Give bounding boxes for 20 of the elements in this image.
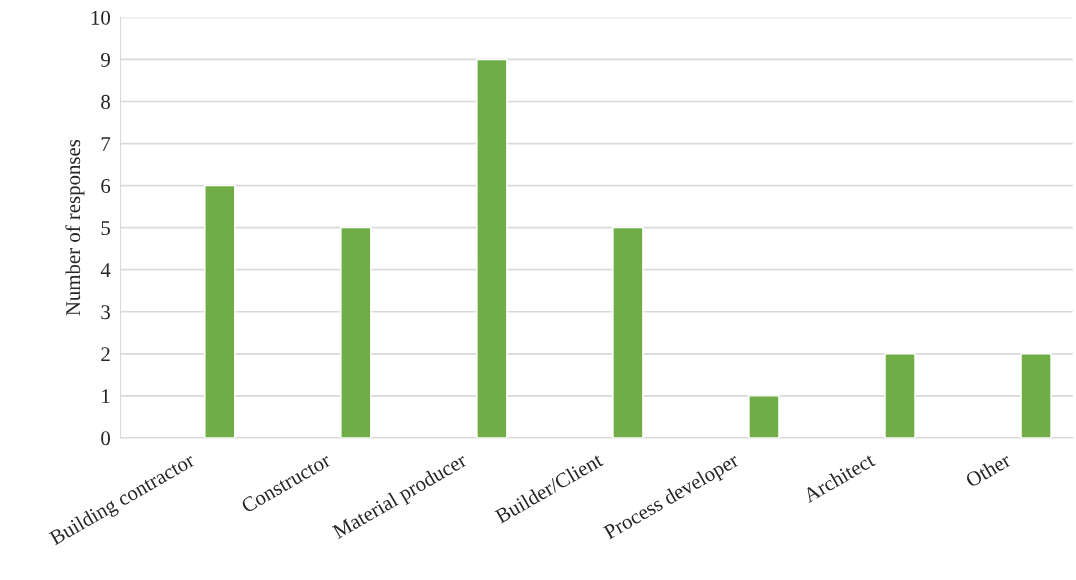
bar: [476, 58, 508, 438]
bar: [340, 226, 372, 438]
x-tick-label: Other: [964, 451, 1012, 488]
y-tick-label: 1: [102, 389, 110, 404]
y-tick-label: 0: [101, 431, 110, 446]
y-tick-label: 8: [101, 94, 110, 109]
bar: [204, 184, 236, 438]
y-tick-label: 4: [100, 263, 111, 277]
y-tick-label: 10: [91, 10, 110, 25]
y-axis-title: Number of responses: [65, 139, 85, 316]
y-tick-label: 7: [101, 137, 111, 151]
y-tick-label: 2: [101, 347, 110, 362]
y-tick-label: 6: [101, 179, 111, 194]
bar: [748, 395, 780, 438]
bar: [1020, 353, 1052, 438]
y-tick-label: 3: [101, 305, 110, 320]
bar: [884, 353, 916, 438]
y-tick-label: 9: [101, 52, 110, 67]
y-tick-label: 5: [101, 221, 110, 236]
bar: [612, 226, 644, 438]
